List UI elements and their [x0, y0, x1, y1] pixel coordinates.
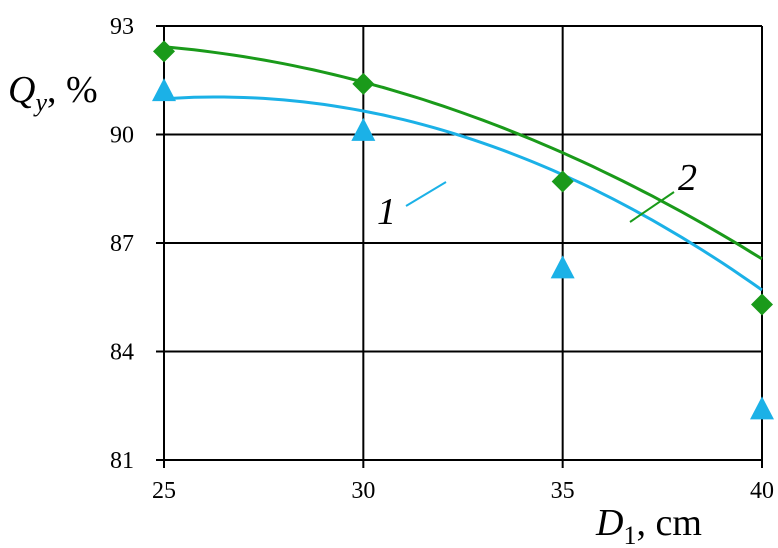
x-tick-label: 35 — [551, 478, 575, 504]
series-1-point — [351, 117, 376, 141]
data-markers — [152, 40, 774, 420]
leader-line-2 — [629, 191, 675, 223]
series-2-point — [352, 72, 375, 95]
x-axis-symbol: D — [595, 502, 623, 544]
series-2-point — [751, 293, 773, 316]
leader-line-1 — [405, 181, 447, 207]
y-tick-label: 93 — [110, 14, 134, 40]
y-axis-subscript: y — [32, 88, 47, 117]
y-tick-label: 87 — [110, 231, 134, 257]
y-axis-symbol: Q — [8, 69, 35, 111]
series-2-point — [551, 170, 574, 193]
fit-curve-1 — [163, 95, 763, 292]
curve-annotations: 12 — [377, 157, 697, 233]
y-tick-label: 90 — [110, 123, 134, 149]
y-tick-label: 84 — [110, 340, 134, 366]
series-1-point — [550, 255, 575, 279]
series-2-point — [153, 40, 175, 63]
x-tick-label: 40 — [750, 478, 774, 504]
x-tick-label: 30 — [351, 478, 375, 504]
curve-label-2: 2 — [678, 157, 697, 199]
series-1-point — [152, 78, 176, 102]
series-1-point — [750, 396, 774, 420]
x-axis-unit: , cm — [636, 502, 701, 544]
fit-curves — [163, 45, 763, 292]
y-axis-label: Qy, % — [8, 69, 98, 117]
x-tick-label: 25 — [152, 478, 176, 504]
fit-curve-2 — [163, 45, 763, 261]
x-axis-label: D1, cm — [595, 502, 702, 548]
y-axis-unit: , % — [47, 69, 98, 111]
y-tick-label: 81 — [110, 448, 134, 474]
tick-labels: 25 30 35 40 81 84 87 90 93 — [110, 14, 774, 504]
x-axis-subscript: 1 — [623, 521, 636, 548]
grid-lines — [156, 25, 763, 468]
curve-label-1: 1 — [377, 191, 396, 233]
